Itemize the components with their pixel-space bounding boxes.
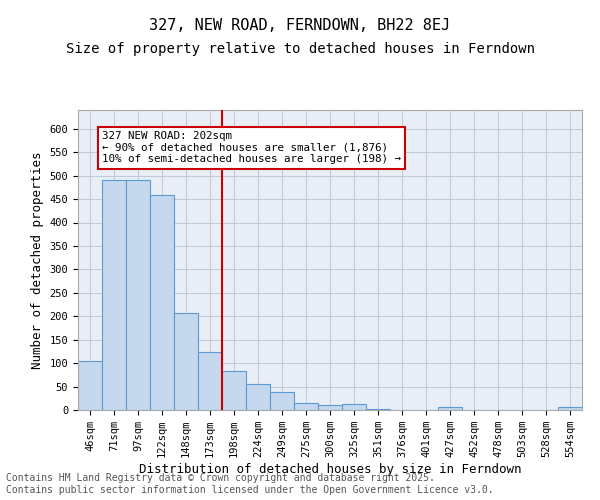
Bar [102,180,126,410]
Y-axis label: Number of detached properties: Number of detached properties [31,151,44,369]
X-axis label: Distribution of detached houses by size in Ferndown: Distribution of detached houses by size … [139,463,521,476]
Text: Size of property relative to detached houses in Ferndown: Size of property relative to detached ho… [65,42,535,56]
Bar [150,196,174,410]
Text: 327, NEW ROAD, FERNDOWN, BH22 8EJ: 327, NEW ROAD, FERNDOWN, BH22 8EJ [149,18,451,32]
Bar [246,384,270,410]
Bar [174,313,198,410]
Bar [438,407,462,410]
Bar [342,404,366,410]
Text: Contains HM Land Registry data © Crown copyright and database right 2025.
Contai: Contains HM Land Registry data © Crown c… [6,474,494,495]
Bar [126,180,150,410]
Bar [198,352,222,410]
Bar [294,403,318,410]
Bar [222,371,246,410]
Bar [366,409,390,410]
Bar [270,392,294,410]
Text: 327 NEW ROAD: 202sqm
← 90% of detached houses are smaller (1,876)
10% of semi-de: 327 NEW ROAD: 202sqm ← 90% of detached h… [102,131,401,164]
Bar [318,406,342,410]
Bar [558,407,582,410]
Bar [78,361,102,410]
